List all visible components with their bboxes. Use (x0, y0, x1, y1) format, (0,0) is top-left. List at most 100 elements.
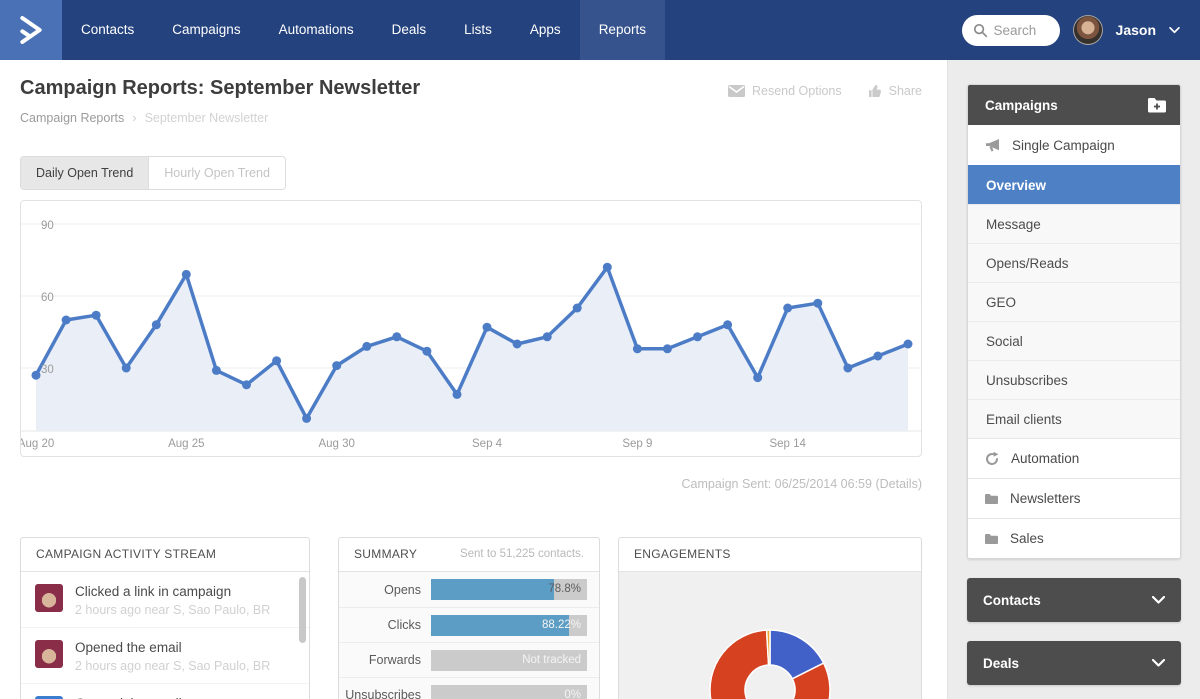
summary-row-label: Opens (384, 582, 421, 597)
summary-card: SUMMARY Sent to 51,225 contacts. Opens 7… (338, 537, 600, 699)
nav-item-campaigns[interactable]: Campaigns (172, 22, 241, 37)
engagements-body (619, 572, 921, 699)
sidebar-item-label: Sales (1010, 531, 1044, 546)
activity-list: Clicked a link in campaign 2 hours ago n… (21, 572, 309, 699)
sidebar-item-newsletters[interactable]: Newsletters (968, 478, 1180, 518)
contacts-panel-toggle[interactable]: Contacts (967, 578, 1181, 622)
clicks-value: 88.22% (541, 618, 581, 631)
envelope-icon (728, 85, 745, 97)
thumbs-up-icon (868, 84, 881, 97)
sidebar-item-label: Single Campaign (1012, 137, 1115, 153)
svg-text:60: 60 (41, 292, 54, 304)
forwards-value: Not tracked (522, 653, 581, 666)
sidebar-item-sales[interactable]: Sales (968, 518, 1180, 558)
breadcrumb-current: September Newsletter (144, 110, 269, 125)
folder-plus-icon[interactable] (1146, 97, 1168, 113)
right-sidebar: Campaigns Single Campaign Overview Messa… (947, 60, 1200, 699)
engagements-card: ENGAGEMENTS (618, 537, 922, 699)
campaigns-panel: Campaigns Single Campaign Overview Messa… (967, 84, 1181, 559)
refresh-icon (986, 451, 999, 465)
line-chart-svg: 30 60 90 Aug 20 Aug 25 Aug 30 Sep 4 Sep 9 Sep 14 (21, 220, 921, 450)
summary-body: Opens 78.8% Clicks 88.22% Forwards Not t… (339, 572, 599, 699)
chevron-down-icon (1152, 596, 1165, 604)
share-label: Share (888, 84, 922, 98)
top-nav: Contacts Campaigns Automations Deals Lis… (0, 0, 1200, 60)
activecampaign-logo[interactable] (0, 0, 62, 60)
engagements-card-title: ENGAGEMENTS (634, 547, 731, 561)
svg-text:Sep 4: Sep 4 (472, 438, 503, 450)
breadcrumb-separator-icon: › (132, 110, 137, 125)
campaigns-panel-header[interactable]: Campaigns (968, 85, 1180, 125)
sidebar-item-opens-reads[interactable]: Opens/Reads (968, 243, 1180, 282)
unsubscribes-bar: 0% (431, 684, 587, 699)
sidebar-item-single-campaign[interactable]: Single Campaign (968, 125, 1180, 165)
sidebar-item-label: Automation (1011, 451, 1080, 466)
nav-item-automations[interactable]: Automations (278, 22, 354, 37)
breadcrumb-parent[interactable]: Campaign Reports (20, 110, 125, 125)
summary-row-clicks: Clicks 88.22% (339, 607, 599, 642)
chevron-down-icon[interactable] (1169, 26, 1180, 34)
clicks-bar: 88.22% (431, 614, 587, 636)
activity-scrollbar[interactable] (299, 577, 306, 643)
svg-text:90: 90 (41, 220, 54, 232)
resend-options-button[interactable]: Resend Options (728, 84, 842, 98)
sidebar-item-message[interactable]: Message (968, 204, 1180, 243)
deals-panel-toggle[interactable]: Deals (967, 641, 1181, 685)
activity-meta: 2 hours ago near S, Sao Paulo, BR (75, 659, 271, 673)
folder-icon (985, 493, 998, 504)
tab-hourly-open-trend[interactable]: Hourly Open Trend (148, 157, 285, 189)
opens-bar: 78.8% (431, 579, 587, 600)
nav-item-reports[interactable]: Reports (579, 0, 665, 60)
sidebar-item-overview[interactable]: Overview (968, 165, 1180, 204)
summary-row-label: Clicks (387, 618, 421, 632)
sidebar-item-unsubscribes[interactable]: Unsubscribes (968, 360, 1180, 399)
chevron-down-icon (1152, 659, 1165, 667)
nav-item-contacts[interactable]: Contacts (81, 22, 135, 37)
summary-sent-to: Sent to 51,225 contacts. (459, 548, 584, 560)
activity-title: Opened the email (75, 696, 182, 699)
summary-row-label: Unsubscribes (345, 688, 421, 699)
search-input[interactable]: Search (961, 14, 1060, 46)
nav-item-lists[interactable]: Lists (464, 22, 492, 37)
activity-item[interactable]: Clicked a link in campaign 2 hours ago n… (21, 572, 309, 627)
tab-daily-open-trend[interactable]: Daily Open Trend (21, 157, 149, 189)
trend-tabs: Daily Open Trend Hourly Open Trend (20, 156, 286, 190)
contact-avatar (35, 640, 63, 668)
activity-stream-card: CAMPAIGN ACTIVITY STREAM Clicked a link … (20, 537, 310, 699)
sidebar-item-social[interactable]: Social (968, 321, 1180, 360)
summary-row-forwards: Forwards Not tracked (339, 642, 599, 677)
contact-avatar (35, 584, 63, 612)
share-button[interactable]: Share (868, 84, 922, 98)
summary-row-opens: Opens 78.8% (339, 572, 599, 607)
contacts-panel-label: Contacts (983, 592, 1041, 608)
svg-text:Sep 9: Sep 9 (622, 438, 652, 450)
nav-item-deals[interactable]: Deals (391, 22, 427, 37)
svg-text:Sep 14: Sep 14 (769, 438, 806, 450)
chevron-logo-icon (20, 16, 42, 44)
campaign-sent-details-link[interactable]: (Details) (875, 477, 922, 491)
main-content: Campaign Reports: September Newsletter R… (0, 60, 947, 699)
summary-row-unsubscribes: Unsubscribes 0% (339, 677, 599, 699)
campaign-sent-note: Campaign Sent: 06/25/2014 06:59 (Details… (20, 477, 922, 491)
campaigns-panel-title: Campaigns (985, 97, 1058, 113)
svg-text:Aug 20: Aug 20 (21, 438, 54, 450)
nav-item-apps[interactable]: Apps (529, 22, 561, 37)
unsubscribes-value: 0% (564, 688, 581, 699)
sidebar-item-automation[interactable]: Automation (968, 438, 1180, 478)
contact-avatar-placeholder (35, 696, 63, 699)
sidebar-item-label: Newsletters (1010, 491, 1081, 506)
user-avatar[interactable] (1072, 15, 1103, 45)
search-placeholder: Search (993, 22, 1037, 38)
sidebar-item-geo[interactable]: GEO (968, 282, 1180, 321)
sidebar-item-email-clients[interactable]: Email clients (968, 399, 1180, 438)
activity-meta: 2 hours ago near S, Sao Paulo, BR (75, 603, 271, 617)
campaign-sent-text: Campaign Sent: 06/25/2014 06:59 (681, 477, 872, 491)
activity-item[interactable]: Opened the email 2 hours ago near S, Sao… (21, 627, 309, 683)
daily-open-trend-chart: 30 60 90 Aug 20 Aug 25 Aug 30 Sep 4 Sep 9 Sep 14 (20, 200, 922, 457)
deals-panel-label: Deals (983, 655, 1020, 671)
user-name[interactable]: Jason (1115, 22, 1156, 38)
summary-card-title: SUMMARY (354, 547, 418, 561)
opens-value: 78.8% (548, 583, 581, 595)
resend-options-label: Resend Options (752, 84, 842, 98)
activity-item[interactable]: Opened the email (21, 683, 309, 699)
